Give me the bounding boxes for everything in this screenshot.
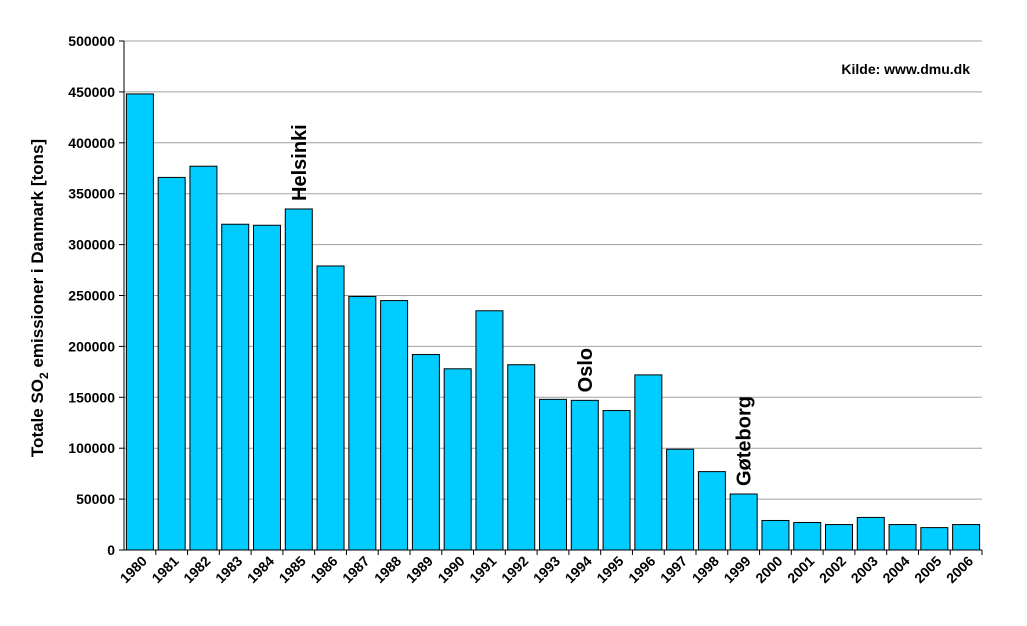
x-tick-label-1991: 1991 [466, 553, 499, 586]
x-tick-label-1992: 1992 [498, 553, 531, 586]
x-tick-label-1981: 1981 [148, 553, 181, 586]
y-tick-label: 450000 [68, 84, 115, 100]
x-tick-label-2004: 2004 [879, 553, 912, 586]
annotations: Helsinki Oslo Gøteborg [289, 124, 756, 486]
bar-1986 [316, 265, 345, 551]
bar-1996 [634, 374, 663, 551]
bar-1999 [729, 493, 758, 551]
x-tick-label-1987: 1987 [339, 553, 372, 586]
bar-2001 [793, 522, 822, 551]
x-tick-label-2002: 2002 [816, 553, 849, 586]
x-tick-label-1994: 1994 [562, 553, 595, 586]
x-tick-label-1986: 1986 [307, 553, 340, 586]
y-axis-label-prefix: Totale SO [28, 379, 47, 457]
bar-1982 [189, 165, 218, 551]
x-tick-label-1993: 1993 [530, 553, 563, 586]
y-tick-label: 500000 [68, 33, 115, 49]
annotation-1994: Oslo [575, 348, 597, 392]
bar-1980 [125, 93, 154, 551]
y-axis-label: Totale SO2 emissioner i Danmark [tons] [28, 139, 51, 457]
x-tick-label-1985: 1985 [276, 553, 309, 586]
x-tick-label-2006: 2006 [943, 553, 976, 586]
y-tick-labels: 0 50000 100000 150000 200000 250000 300000 3500… [68, 33, 115, 558]
bar-1992 [507, 364, 536, 551]
axes [119, 40, 983, 555]
source-note: Kilde: www.dmu.dk [841, 61, 970, 77]
bar-1997 [666, 448, 695, 551]
bar-1991 [475, 310, 504, 551]
x-tick-label-2001: 2001 [784, 553, 817, 586]
y-tick-label: 250000 [68, 288, 115, 304]
x-tick-label-1996: 1996 [625, 553, 658, 586]
x-tick-label-1983: 1983 [212, 553, 245, 586]
bar-2003 [856, 516, 885, 551]
x-tick-label-1998: 1998 [689, 553, 722, 586]
x-tick-label-1999: 1999 [720, 553, 753, 586]
x-tick-label-1990: 1990 [434, 553, 467, 586]
bar-1993 [539, 398, 567, 551]
x-tick-label-2005: 2005 [911, 553, 944, 586]
x-tick-label-1984: 1984 [244, 553, 277, 586]
y-tick-label: 0 [107, 542, 115, 558]
y-tick-label: 300000 [68, 237, 115, 253]
bar-1985 [284, 208, 313, 551]
bar-1984 [253, 224, 281, 551]
x-tick-label-2000: 2000 [752, 553, 785, 586]
y-tick-label: 100000 [68, 440, 115, 456]
x-tick-label-2003: 2003 [848, 553, 881, 586]
bar-1995 [602, 410, 631, 551]
bar-1981 [157, 176, 186, 551]
bar-1987 [348, 296, 377, 551]
bar-1998 [697, 471, 726, 551]
x-tick-label-1982: 1982 [180, 553, 213, 586]
bar-1994 [570, 399, 599, 551]
bar-1990 [443, 368, 472, 551]
y-tick-label: 200000 [68, 338, 115, 354]
x-tick-labels: 1980198119821983198419851986198719881989… [117, 553, 977, 586]
x-tick-label-1989: 1989 [403, 553, 436, 586]
x-tick-label-1980: 1980 [117, 553, 150, 586]
x-tick-label-1997: 1997 [657, 553, 690, 586]
y-tick-label: 50000 [76, 491, 115, 507]
bar-2005 [920, 527, 949, 551]
bar-2006 [952, 524, 981, 551]
y-axis-label-suffix: emissioner i Danmark [tons] [28, 139, 47, 372]
y-tick-label: 150000 [68, 389, 115, 405]
bar-1988 [380, 300, 409, 551]
bar-1989 [411, 354, 440, 551]
y-tick-label: 350000 [68, 186, 115, 202]
y-axis-label-subscript: 2 [37, 372, 51, 379]
annotation-1999: Gøteborg [734, 396, 756, 486]
bar-1983 [221, 223, 250, 551]
bar-2000 [761, 519, 790, 551]
bars [125, 93, 981, 551]
x-tick-label-1988: 1988 [371, 553, 404, 586]
x-tick-label-1995: 1995 [593, 553, 626, 586]
bar-2004 [888, 524, 917, 551]
y-tick-label: 400000 [68, 135, 115, 151]
annotation-1985: Helsinki [289, 124, 311, 201]
bar-2002 [825, 524, 853, 551]
